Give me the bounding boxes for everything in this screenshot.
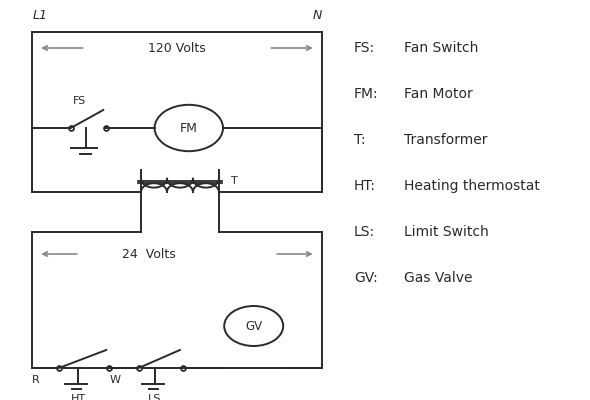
Text: FS:: FS: [354, 41, 375, 55]
Text: W: W [110, 375, 120, 385]
Text: GV: GV [245, 320, 263, 332]
Text: Heating thermostat: Heating thermostat [404, 179, 540, 193]
Text: 24  Volts: 24 Volts [122, 248, 176, 260]
Text: 120 Volts: 120 Volts [148, 42, 206, 54]
Text: T: T [231, 176, 237, 186]
Text: L1: L1 [32, 9, 47, 22]
Text: Fan Motor: Fan Motor [404, 87, 473, 101]
Text: HT: HT [71, 394, 86, 400]
Text: Limit Switch: Limit Switch [404, 225, 489, 239]
Text: LS:: LS: [354, 225, 375, 239]
Text: HT:: HT: [354, 179, 376, 193]
Text: Gas Valve: Gas Valve [404, 271, 473, 285]
Text: Transformer: Transformer [404, 133, 488, 147]
Text: R: R [31, 375, 40, 385]
Text: N: N [312, 9, 322, 22]
Text: FM:: FM: [354, 87, 379, 101]
Text: FM: FM [180, 122, 198, 134]
Text: FS: FS [73, 96, 86, 106]
Text: LS: LS [148, 394, 162, 400]
Text: Fan Switch: Fan Switch [404, 41, 478, 55]
Text: GV:: GV: [354, 271, 378, 285]
Text: T:: T: [354, 133, 366, 147]
